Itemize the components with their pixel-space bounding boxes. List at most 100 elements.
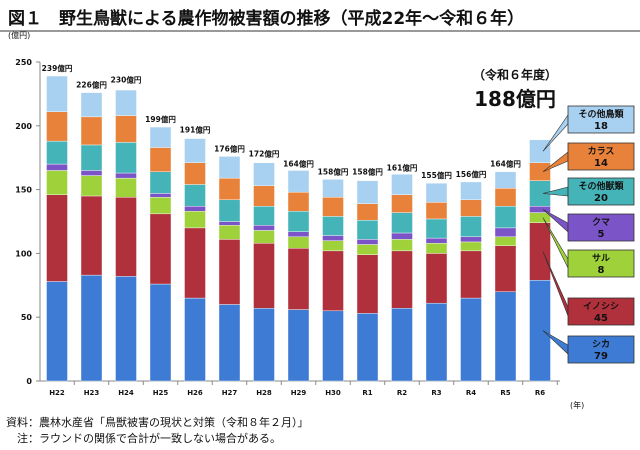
y-tick-label: 50 (21, 313, 33, 322)
bar-segment-クマ-R1 (356, 239, 379, 245)
bar-segment-サル-R1 (356, 244, 379, 255)
total-label: 199億円 (145, 114, 176, 124)
bar-segment-クマ-H30 (322, 235, 344, 241)
bar-segment-シカ-H23 (80, 274, 103, 382)
x-tick-label: R4 (466, 389, 476, 397)
bar-segment-シカ-R5 (494, 291, 517, 382)
callout-box (567, 105, 635, 134)
bar-segment-サル-H24 (115, 177, 137, 198)
y-tick-label: 250 (15, 58, 32, 67)
total-label: 239億円 (42, 63, 73, 73)
callout-name: サル (592, 253, 610, 264)
bar-segment-その他獣類-H23 (80, 144, 103, 171)
bar-segment-クマ-H24 (115, 172, 137, 179)
x-tick-label: H27 (222, 389, 238, 397)
x-tick-label: H30 (325, 389, 341, 397)
bar-segment-その他鳥類-H27 (218, 156, 241, 179)
bar-segment-その他鳥類-R2 (391, 174, 413, 195)
bar-segment-その他獣類-R5 (494, 205, 517, 229)
bar-segment-カラス-R3 (425, 202, 448, 220)
total-label: 164億円 (490, 159, 521, 169)
bar-segment-カラス-R2 (391, 194, 413, 213)
bar-segment-サル-H27 (218, 225, 241, 240)
y-tick-label: 150 (15, 186, 32, 195)
bar-segment-カラス-R4 (460, 199, 482, 217)
callout-name: クマ (592, 217, 610, 228)
bar-segment-イノシシ-R6 (529, 222, 551, 281)
x-tick-label: R1 (362, 389, 372, 397)
total-label: 158億円 (318, 166, 349, 176)
bar-segment-その他獣類-H24 (115, 142, 137, 174)
y-tick-label: 0 (26, 377, 32, 386)
bar-segment-シカ-R6 (529, 279, 551, 382)
bar-segment-サル-H28 (253, 230, 275, 244)
x-tick-label: H28 (256, 389, 272, 397)
callout-box (567, 249, 635, 278)
callout-value: 5 (598, 229, 605, 240)
bar-segment-クマ-H26 (184, 205, 206, 212)
callout-value: 18 (594, 121, 608, 132)
bar-segment-カラス-R1 (356, 203, 379, 221)
annotation-total: 188億円 (474, 87, 556, 111)
callout-box (567, 297, 635, 326)
bar-segment-サル-R6 (529, 212, 551, 223)
bar-segment-サル-R3 (425, 242, 448, 254)
bar-segment-クマ-H22 (46, 163, 68, 171)
figure-title: 図１ 野生鳥獣による農作物被害額の推移（平成22年～令和６年） (8, 9, 525, 29)
callout-box (567, 142, 635, 171)
bar-segment-イノシシ-R3 (425, 253, 448, 304)
total-label: 176億円 (214, 143, 245, 153)
bar-segment-サル-H30 (322, 240, 344, 252)
bar-segment-カラス-R6 (529, 162, 551, 181)
annotation-year: （令和６年度） (473, 67, 557, 82)
bar-segment-その他鳥類-H25 (149, 126, 172, 148)
bar-segment-その他獣類-H28 (253, 205, 275, 226)
x-tick-label: R2 (397, 389, 407, 397)
bar-segment-シカ-H22 (46, 281, 68, 382)
bar-segment-イノシシ-H26 (184, 227, 206, 299)
total-label: 226億円 (76, 80, 107, 90)
bar-segment-サル-R5 (494, 236, 517, 246)
bar-segment-シカ-H26 (184, 297, 206, 382)
total-label: 161億円 (387, 163, 418, 173)
callout-name: その他鳥類 (578, 108, 624, 120)
bar-segment-イノシシ-R2 (391, 250, 413, 309)
x-tick-label: H25 (153, 389, 169, 397)
bar-segment-イノシシ-H29 (287, 248, 310, 310)
total-label: 156億円 (456, 169, 487, 179)
callout-box (567, 335, 635, 364)
bar-segment-その他獣類-H30 (322, 216, 344, 236)
x-tick-label: H24 (118, 389, 134, 397)
bar-segment-シカ-R2 (391, 308, 413, 382)
bar-segment-シカ-H27 (218, 304, 241, 382)
callout-value: 20 (594, 193, 608, 204)
bar-segment-シカ-H29 (287, 309, 310, 382)
bar-segment-イノシシ-H24 (115, 197, 137, 277)
bar-segment-その他鳥類-H30 (322, 179, 344, 198)
bar-segment-その他鳥類-H22 (46, 75, 68, 112)
bar-segment-クマ-R3 (425, 237, 448, 244)
bar-segment-シカ-H24 (115, 276, 137, 382)
x-tick-label: R5 (500, 389, 510, 397)
bar-segment-イノシシ-H28 (253, 242, 275, 309)
bar-segment-カラス-H29 (287, 191, 310, 212)
x-tick-label: H22 (49, 389, 65, 397)
bar-segment-カラス-R5 (494, 188, 517, 207)
x-axis-label: (年) (570, 400, 584, 410)
source-note: 資料：農林水産省「鳥獣被害の現状と対策（令和８年２月）」 (6, 416, 309, 429)
bar-segment-サル-H26 (184, 211, 206, 229)
bar-segment-その他鳥類-R3 (425, 183, 448, 203)
bar-segment-その他獣類-H25 (149, 171, 172, 194)
bar-segment-カラス-H26 (184, 162, 206, 185)
bar-segment-その他獣類-R2 (391, 212, 413, 234)
bar-segment-クマ-R2 (391, 232, 413, 240)
bar-segment-サル-R4 (460, 241, 482, 252)
callout-name: イノシシ (583, 301, 619, 312)
callout-pointer (542, 114, 569, 152)
bar-segment-クマ-H27 (218, 221, 241, 226)
bar-segment-イノシシ-R1 (356, 254, 379, 314)
total-label: 164億円 (283, 159, 314, 169)
bar-segment-クマ-R5 (494, 227, 517, 238)
